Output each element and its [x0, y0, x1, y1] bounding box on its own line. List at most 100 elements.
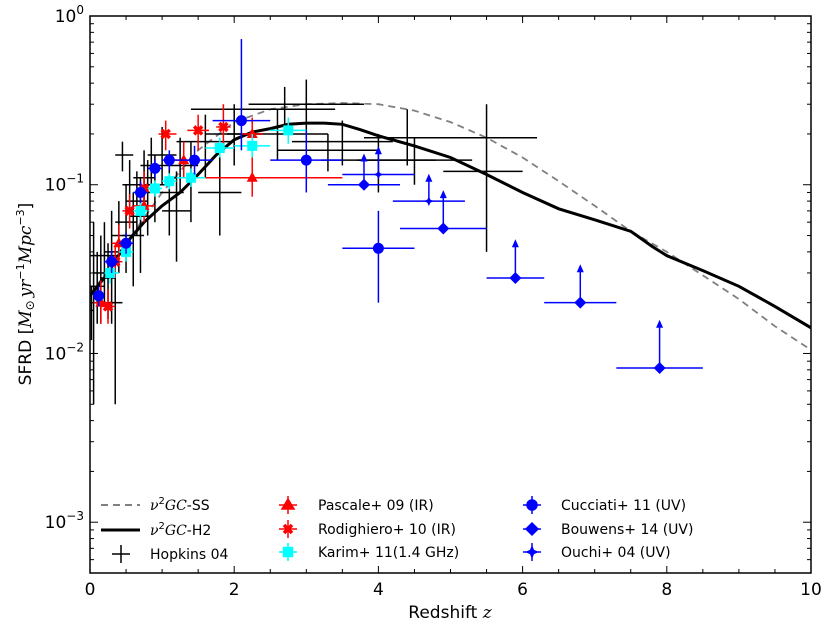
- errorbar-point: [100, 289, 116, 324]
- errorbar-point: [104, 250, 119, 273]
- errorbar-point: [616, 319, 703, 375]
- data-point-diamond: [437, 222, 450, 235]
- data-point-square: [105, 267, 116, 278]
- y-tick-label: 10−1: [45, 172, 84, 196]
- x-tick-label: 6: [517, 580, 528, 600]
- legend-label-h2-gc: GC: [165, 523, 187, 539]
- legend-label-rodighiero: Rodighiero+ 10 (IR): [318, 522, 456, 538]
- errorbar-point: [147, 180, 163, 197]
- data-point-circle: [300, 154, 312, 166]
- y-axis-title-yr-exp: −1: [14, 263, 27, 279]
- errorbar-point: [90, 222, 119, 303]
- y-axis-title-prefix: SFRD [: [16, 328, 36, 386]
- data-point-circle: [189, 154, 201, 166]
- errorbar-point: [90, 251, 105, 324]
- series-7: [327, 153, 703, 375]
- data-point-square: [164, 176, 175, 187]
- data-point-diamond: [574, 296, 587, 309]
- legend-label-ss-tail: -SS: [187, 498, 210, 514]
- y-axis-title-m: M: [16, 310, 36, 329]
- errorbar-point: [176, 145, 213, 175]
- data-point-square: [149, 183, 160, 194]
- x-axis-title-text: Redshift: [408, 603, 482, 623]
- errorbar-point: [327, 153, 401, 191]
- errorbar-point: [115, 141, 134, 172]
- data-point-circle: [163, 154, 175, 166]
- x-tick-label: 10: [800, 580, 822, 600]
- data-point-square: [283, 125, 294, 136]
- legend-swatch-ouchi: [523, 543, 541, 561]
- errorbar-point: [198, 155, 242, 236]
- errorbar-point: [158, 120, 177, 151]
- legend-label-h2-nu: ν: [150, 523, 159, 539]
- errorbar-point: [392, 173, 465, 207]
- data-point-square: [185, 172, 196, 183]
- data-point-diamond: [653, 362, 666, 375]
- y-axis-title-yr: yr: [16, 279, 36, 299]
- data-point-x: [160, 128, 171, 140]
- legend-label-ss-sup: 2: [159, 496, 165, 507]
- legend-label-h2-tail: -H2: [187, 523, 212, 539]
- legend-swatch-cucciati: [523, 496, 541, 514]
- x-axis-title: Redshift z: [408, 603, 492, 623]
- y-axis-title: SFRD [M⊙yr−1Mpc−3]: [14, 203, 37, 386]
- data-point-circle: [134, 186, 146, 198]
- x-axis-title-var: z: [482, 603, 493, 623]
- legend-label-karim: Karim+ 11(1.4 GHz): [318, 545, 459, 561]
- errorbar-point: [162, 171, 191, 262]
- errorbar-point: [486, 239, 545, 285]
- errorbar-point: [342, 146, 415, 180]
- errorbar-point: [176, 114, 235, 178]
- errorbar-point: [162, 173, 177, 190]
- data-point-circle: [372, 242, 384, 254]
- y-axis-title-mpc-exp: −3: [14, 209, 27, 225]
- y-axis-title-mpc: Mpc: [16, 225, 36, 264]
- plot-background: [90, 16, 811, 573]
- x-tick-label: 4: [373, 580, 384, 600]
- errorbar-point: [162, 137, 199, 193]
- x-tick-label: 8: [661, 580, 672, 600]
- data-point-star: [373, 169, 384, 180]
- lower-limit-arrow: [511, 239, 519, 248]
- y-tick-label: 100: [55, 3, 84, 27]
- series-8: [342, 146, 465, 207]
- legend-label-pascale: Pascale+ 09 (IR): [318, 498, 434, 514]
- data-point-circle: [235, 115, 247, 127]
- legend-label-ouchi: Ouchi+ 04 (UV): [561, 545, 671, 561]
- data-point-circle: [93, 290, 105, 302]
- series-0: [90, 102, 811, 351]
- data-point-x: [124, 205, 135, 217]
- plot-frame: [89, 15, 812, 574]
- legend-label-bouwens: Bouwens+ 14 (UV): [561, 522, 693, 538]
- errorbar-point: [93, 286, 105, 307]
- series-5: [104, 117, 307, 284]
- y-axis-title-suffix: ]: [16, 203, 36, 210]
- errorbar-point: [400, 190, 487, 235]
- lower-limit-arrow: [374, 146, 382, 155]
- data-point-square: [214, 143, 225, 154]
- errorbar-point: [356, 137, 473, 185]
- errorbar-point: [443, 104, 523, 252]
- legend-label-h2-sup: 2: [159, 521, 165, 532]
- data-point-circle: [149, 162, 161, 174]
- errorbar-point: [270, 130, 343, 193]
- data-point-square: [135, 205, 146, 216]
- data-point-x: [102, 301, 114, 312]
- lower-limit-arrow: [439, 190, 447, 199]
- errorbar-point: [363, 109, 538, 166]
- data-point-diamond: [357, 178, 370, 191]
- data-point-star: [423, 196, 434, 207]
- errorbar-point: [162, 150, 177, 171]
- x-tick-label: 2: [229, 580, 240, 600]
- errorbar-point: [234, 133, 271, 158]
- errorbar-point: [342, 210, 415, 303]
- legend-label-ss: ν2GC-SS: [150, 496, 210, 514]
- data-point-triangle: [246, 127, 258, 138]
- errorbar-point: [270, 117, 307, 144]
- errorbar-point: [176, 168, 206, 187]
- errorbar-point: [248, 79, 364, 134]
- y-tick-label: 10−3: [45, 509, 84, 533]
- errorbar-point: [147, 159, 163, 178]
- errorbar-point: [216, 104, 231, 151]
